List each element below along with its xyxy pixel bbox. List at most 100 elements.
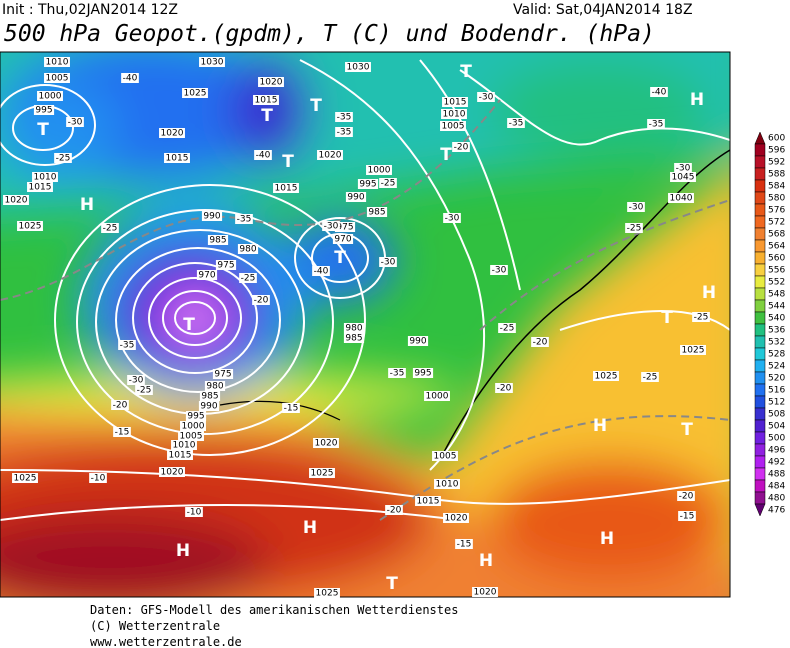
isobar-label-box — [32, 172, 58, 182]
isobar-label-box — [12, 473, 38, 483]
colorbar-label: 596 — [768, 146, 785, 156]
temperature-label: -35 — [390, 369, 405, 379]
isobar-label: 975 — [214, 370, 231, 380]
temperature-label-box — [312, 266, 330, 276]
temperature-label-box — [335, 127, 353, 137]
isobar-label: 1025 — [19, 222, 42, 232]
isobar-label-box — [180, 421, 206, 431]
isobar-label-box — [441, 109, 467, 119]
isobar-label-box — [415, 496, 441, 506]
isobar-label-box — [178, 431, 204, 441]
isobar-label: 1005 — [434, 452, 457, 462]
isobar-label-box — [198, 401, 220, 411]
isobar-label: 1015 — [444, 98, 467, 108]
isobar-label: 1020 — [315, 439, 338, 449]
isobar-label-box — [412, 368, 434, 378]
isobar-label-box — [171, 440, 197, 450]
isobar-label-box — [199, 57, 225, 67]
colorbar-label: 480 — [768, 494, 785, 504]
isobar-label: 1010 — [436, 480, 459, 490]
footer-line: Daten: GFS-Modell des amerikanischen Wet… — [90, 603, 458, 617]
isobar-label: 1025 — [316, 589, 339, 599]
isobar-label-box — [215, 260, 237, 270]
temperature-label-box — [677, 491, 695, 501]
isobar-label: 985 — [209, 236, 226, 246]
isobar-label-box — [212, 369, 234, 379]
temperature-label-box — [135, 385, 153, 395]
temperature-label-box — [66, 117, 84, 127]
temperature-label-box — [185, 507, 203, 517]
colorbar-swatch — [754, 323, 766, 337]
colorbar-swatch — [754, 239, 766, 253]
temperature-label-box — [335, 112, 353, 122]
isobar-label-box — [33, 105, 55, 115]
temperature-label: -25 — [694, 313, 709, 323]
colorbar-label: 504 — [768, 422, 785, 432]
temperature-label: -30 — [324, 222, 339, 232]
isobar-label: 1020 — [161, 468, 184, 478]
colorbar-swatch — [754, 503, 766, 517]
colorbar-swatch — [754, 335, 766, 349]
isobar-label: 990 — [347, 193, 364, 203]
temperature-label: -30 — [492, 266, 507, 276]
temperature-label-box — [235, 214, 253, 224]
colorbar-swatch — [754, 215, 766, 229]
temperature-label: -20 — [254, 296, 269, 306]
colorbar-label: 548 — [768, 290, 785, 300]
pressure-center: T — [282, 152, 294, 172]
temperature-label: -40 — [123, 74, 138, 84]
pressure-center: H — [303, 518, 317, 538]
isobar-label: 990 — [409, 337, 426, 347]
temperature-label-box — [385, 505, 403, 515]
isobar-label-box — [3, 195, 29, 205]
temperature-label-box — [477, 92, 495, 102]
temperature-label-box — [127, 375, 145, 385]
isobar-label: 1030 — [347, 63, 370, 73]
isobar-label-box — [440, 121, 466, 131]
isobar-label: 980 — [206, 382, 223, 392]
isobar-label: 1025 — [184, 89, 207, 99]
isobar-label: 1015 — [166, 154, 189, 164]
isobar-label-box — [317, 150, 343, 160]
temperature-label-box — [452, 142, 470, 152]
valid-time: Valid: Sat,04JAN2014 18Z — [513, 2, 693, 18]
isobar-label-box — [424, 391, 450, 401]
colorbar-label: 492 — [768, 458, 785, 468]
temperature-label: -20 — [497, 384, 512, 394]
temperature-label: -35 — [337, 128, 352, 138]
temperature-label-box — [388, 368, 406, 378]
temperature-label: -30 — [129, 376, 144, 386]
colorbar-label: 532 — [768, 338, 785, 348]
temperature-label-box — [89, 473, 107, 483]
pressure-center: H — [80, 195, 94, 215]
isobar-label-box — [159, 128, 185, 138]
temperature-label: -30 — [479, 93, 494, 103]
isobar-label-box — [680, 345, 706, 355]
pressure-center: T — [661, 308, 673, 328]
temperature-label: -20 — [533, 338, 548, 348]
temperature-label: -25 — [103, 224, 118, 234]
temperature-label: -40 — [314, 267, 329, 277]
isobar-label: 985 — [201, 392, 218, 402]
isobar-label-box — [207, 235, 229, 245]
colorbar-label: 572 — [768, 218, 785, 228]
isobar-label-box — [345, 62, 371, 72]
colorbar-label: 496 — [768, 446, 785, 456]
isobar-label: 1020 — [474, 588, 497, 598]
map-frame — [0, 51, 731, 598]
isobar-label-box — [182, 88, 208, 98]
isobar-label-box — [37, 91, 63, 101]
isobar-label: 995 — [35, 106, 52, 116]
temperature-label: -20 — [113, 401, 128, 411]
pressure-center: T — [386, 574, 398, 594]
colorbar-label: 580 — [768, 194, 785, 204]
colorbar-label: 508 — [768, 410, 785, 420]
temperature-label-box — [455, 539, 473, 549]
isobar-label-box — [407, 336, 429, 346]
colorbar-swatch — [754, 491, 766, 505]
colorbar-label: 556 — [768, 266, 785, 276]
isobar-label-box — [258, 77, 284, 87]
temperature-label: -15 — [115, 428, 130, 438]
temperature-label-box — [113, 427, 131, 437]
colorbar-label: 488 — [768, 470, 785, 480]
